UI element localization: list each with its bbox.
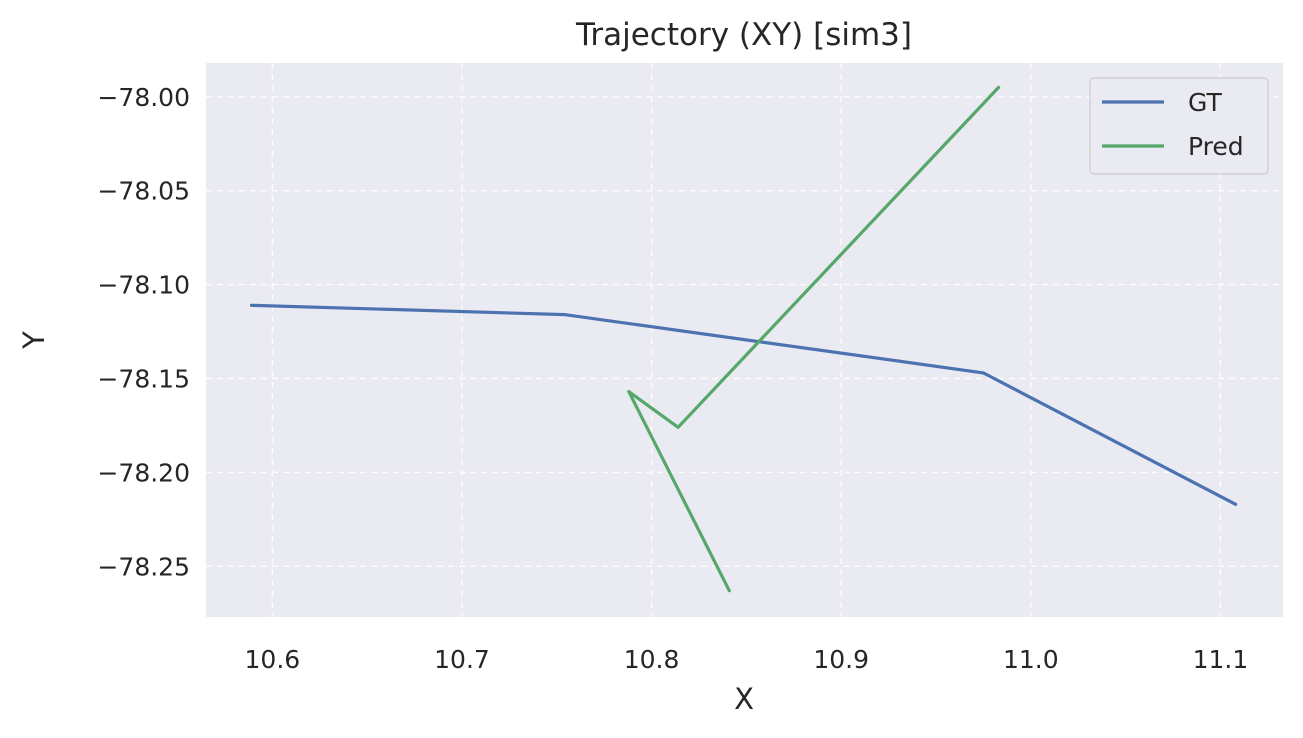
y-tick-label: −78.20 xyxy=(97,458,190,487)
y-axis-label: Y xyxy=(17,331,51,350)
legend-label-pred: Pred xyxy=(1188,132,1244,161)
series-lines xyxy=(249,85,1238,593)
x-tick-label: 11.1 xyxy=(1193,645,1249,674)
chart-title: Trajectory (XY) [sim3] xyxy=(575,17,912,53)
legend: GT Pred xyxy=(1089,77,1269,175)
x-tick-label: 10.9 xyxy=(813,645,869,674)
x-tick-label: 11.0 xyxy=(1003,645,1059,674)
x-tick-label: 10.6 xyxy=(245,645,301,674)
legend-label-gt: GT xyxy=(1188,88,1222,117)
x-tick-labels: 10.6 10.7 10.8 10.9 11.0 11.1 xyxy=(245,645,1249,674)
series-line-gt xyxy=(249,303,1238,506)
x-tick-label: 10.8 xyxy=(624,645,680,674)
grid xyxy=(206,63,1283,617)
y-tick-label: −78.25 xyxy=(97,552,190,581)
x-axis-label: X xyxy=(734,682,754,716)
y-tick-label: −78.05 xyxy=(97,177,190,206)
y-tick-label: −78.15 xyxy=(97,364,190,393)
y-tick-label: −78.00 xyxy=(97,83,190,112)
series-line-pred xyxy=(627,85,1001,593)
y-tick-label: −78.10 xyxy=(97,271,190,300)
y-tick-labels: −78.00 −78.05 −78.10 −78.15 −78.20 −78.25 xyxy=(97,83,190,581)
x-tick-label: 10.7 xyxy=(434,645,490,674)
